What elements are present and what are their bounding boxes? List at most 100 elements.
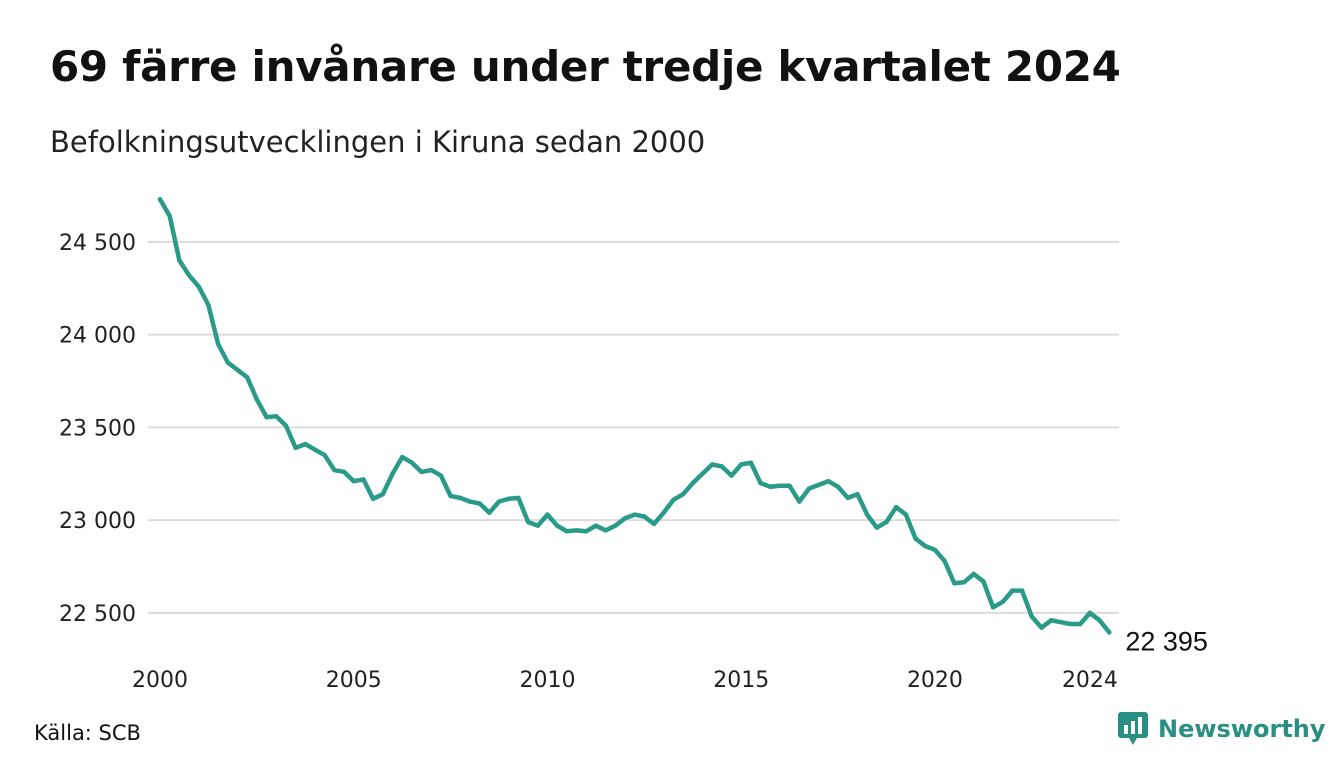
data-point [332,467,337,473]
data-point [574,528,579,533]
x-tick-label: 2010 [519,668,575,693]
data-point [535,523,540,528]
data-point [584,529,589,534]
data-point [564,529,569,534]
data-point [826,479,831,484]
data-point [167,213,172,219]
population-series-line [157,197,1112,635]
data-point [1049,618,1054,623]
data-point [903,512,909,517]
chart-subtitle: Befolkningsutvecklingen i Kiruna sedan 2… [50,125,706,159]
data-point [361,477,366,482]
data-point [283,423,289,428]
data-point [235,367,240,373]
data-point [932,547,938,552]
data-point [341,469,347,475]
x-tick-label: 2015 [713,668,769,693]
data-point [487,510,492,515]
data-point [768,484,773,489]
gridlines [148,240,1119,614]
data-point [651,521,657,527]
data-point [525,519,531,525]
x-tick-label: 2000 [132,668,188,693]
data-point [719,464,724,469]
data-point [274,414,279,419]
data-point [729,473,734,478]
data-point [952,581,957,586]
data-point [303,441,308,447]
data-point [254,397,260,402]
data-point [700,471,705,476]
data-point [196,284,201,289]
data-point [438,473,444,478]
data-point [613,523,618,528]
data-point [1010,588,1015,593]
data-points [157,197,1112,635]
data-point [245,375,250,380]
data-point [555,523,560,528]
data-point [690,480,695,486]
data-point [971,571,976,577]
brand-name: Newsworthy [1158,715,1326,743]
data-point [787,483,792,488]
data-point [864,512,870,517]
data-point [1029,614,1035,619]
data-point [961,580,967,585]
data-point [1058,620,1064,625]
data-point [981,579,986,584]
data-point [758,480,763,486]
y-tick-label: 24 500 [59,231,136,256]
data-point [157,197,163,202]
data-point [622,516,628,521]
series-layer [157,197,1112,635]
data-point [264,415,269,420]
data-point [642,514,647,519]
data-point [370,496,376,501]
data-point [710,462,715,467]
chart-title: 69 färre invånare under tredje kvartalet… [50,42,1121,91]
data-point [1078,621,1083,627]
data-point [448,493,453,499]
data-point [293,445,298,450]
data-point [603,528,608,533]
y-tick-label: 23 500 [59,416,136,441]
data-point [816,482,821,488]
last-value-label: 22 395 [1125,626,1208,656]
data-point [545,512,550,517]
data-point [206,302,211,308]
data-point [177,258,182,263]
data-point [894,505,899,510]
data-point [390,471,395,476]
data-point [942,558,947,564]
data-point [400,454,405,460]
data-point [1019,588,1025,593]
x-tick-label: 2024 [1062,668,1118,693]
data-point [845,495,850,501]
data-point [874,525,879,530]
y-tick-label: 23 000 [59,509,136,534]
data-point [409,460,415,465]
y-tick-label: 22 500 [59,602,136,627]
data-point [884,519,889,525]
data-point [322,453,327,458]
x-tick-label: 2005 [326,668,382,693]
data-point [806,486,812,491]
data-point [632,512,637,517]
brand-logo[interactable]: Newsworthy [1118,712,1326,746]
data-point [671,497,676,502]
data-point [496,499,502,504]
data-point [467,499,473,504]
data-point [380,492,385,497]
y-axis-tick-labels: 22 500 23 000 23 500 24 000 24 500 [59,231,136,627]
data-point [516,495,521,501]
data-point [1068,621,1073,627]
data-point [429,467,434,473]
data-point [1039,625,1044,630]
data-point [477,501,482,506]
y-tick-label: 24 000 [59,324,136,349]
data-point [419,469,424,475]
data-point [351,479,356,484]
data-point [225,360,230,365]
data-point [797,499,802,504]
